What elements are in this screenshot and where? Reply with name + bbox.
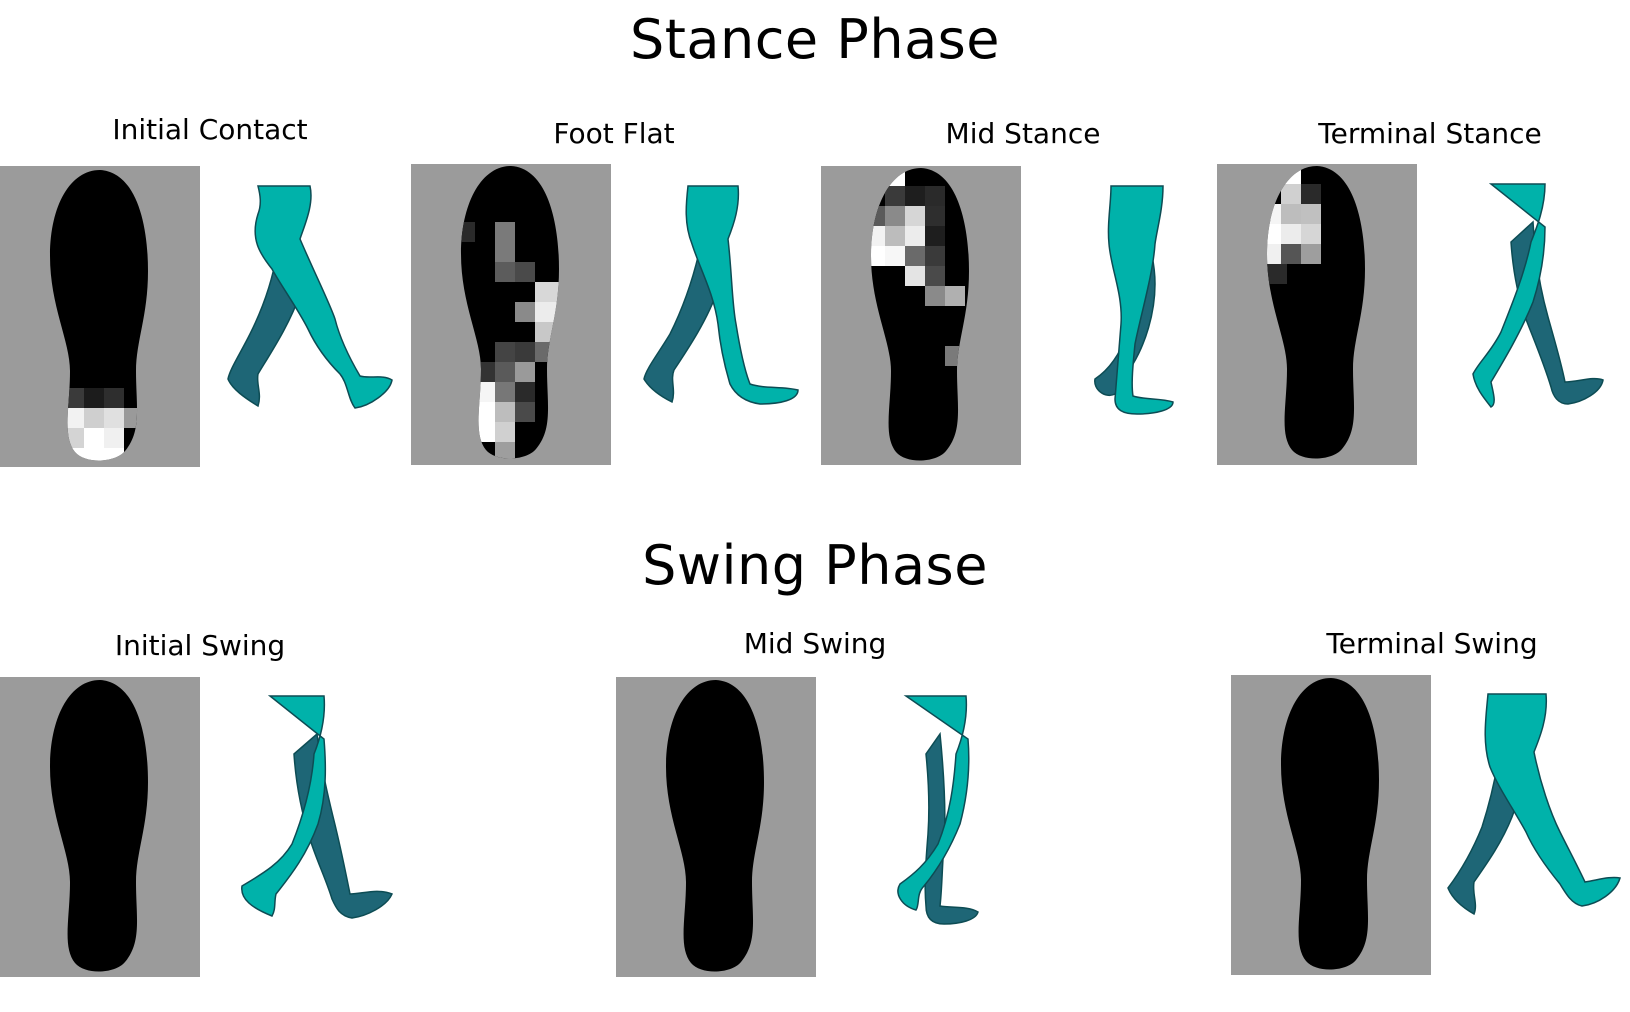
- front-leg: [241, 695, 327, 917]
- phase-label-foot-flat: Foot Flat: [553, 117, 675, 150]
- legs-figure-terminal-stance: [1453, 182, 1623, 422]
- phase-label-initial-swing: Initial Swing: [114, 629, 286, 662]
- insole-pressure-initial-contact: [0, 166, 200, 467]
- front-leg: [1472, 183, 1546, 408]
- legs-figure-mid-stance: [1075, 184, 1185, 424]
- legs-figure-foot-flat: [640, 184, 810, 424]
- front-leg: [897, 695, 970, 911]
- phase-label-terminal-stance: Terminal Stance: [1318, 117, 1542, 150]
- insole-pressure-initial-swing: [0, 677, 200, 977]
- insole-pressure-terminal-stance: [1217, 164, 1417, 465]
- legs-figure-terminal-swing: [1440, 692, 1625, 932]
- front-leg: [685, 185, 799, 405]
- stance-phase-title: Stance Phase: [629, 8, 1001, 71]
- phase-label-initial-contact: Initial Contact: [112, 113, 308, 146]
- foot-outline: [50, 170, 148, 461]
- legs-figure-mid-swing: [880, 694, 990, 934]
- front-leg: [254, 185, 393, 409]
- insole-pressure-mid-stance: [821, 166, 1021, 465]
- foot-outline: [666, 680, 764, 972]
- foot-outline: [1281, 678, 1379, 970]
- front-leg: [1484, 693, 1621, 907]
- phase-label-mid-swing: Mid Swing: [743, 627, 887, 660]
- legs-figure-initial-swing: [232, 694, 402, 934]
- foot-outline: [50, 680, 148, 972]
- front-leg: [1107, 185, 1174, 415]
- legs-figure-initial-contact: [220, 184, 400, 424]
- insole-pressure-terminal-swing: [1231, 675, 1431, 975]
- phase-label-terminal-swing: Terminal Swing: [1326, 627, 1538, 660]
- insole-pressure-mid-swing: [616, 677, 816, 977]
- insole-pressure-foot-flat: [411, 164, 611, 465]
- swing-phase-title: Swing Phase: [642, 534, 988, 597]
- phase-label-mid-stance: Mid Stance: [945, 117, 1101, 150]
